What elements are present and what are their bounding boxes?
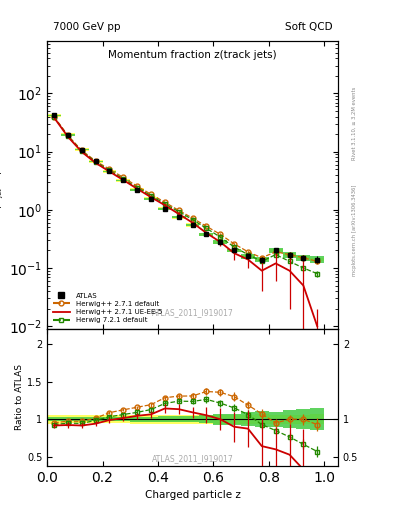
Bar [241, 412, 255, 426]
Bar [75, 148, 89, 151]
Bar [116, 179, 130, 182]
Bar [47, 115, 61, 116]
Bar [144, 415, 158, 423]
Bar [269, 415, 283, 424]
Bar [61, 134, 75, 136]
Bar [75, 149, 89, 151]
Bar [185, 415, 200, 424]
Bar [61, 417, 75, 421]
Bar [200, 415, 213, 424]
Text: Soft QCD: Soft QCD [285, 23, 332, 32]
Bar [255, 257, 269, 262]
Bar [103, 415, 116, 423]
Bar [310, 256, 324, 263]
Bar [283, 253, 296, 256]
Bar [296, 409, 310, 429]
Bar [213, 414, 227, 424]
Bar [310, 258, 324, 261]
Bar [103, 417, 116, 421]
Bar [47, 114, 61, 117]
Bar [269, 248, 283, 253]
Bar [213, 241, 227, 244]
Bar [241, 254, 255, 258]
Text: 7000 GeV pp: 7000 GeV pp [53, 23, 121, 32]
Bar [172, 216, 185, 219]
Bar [283, 252, 296, 258]
Bar [61, 134, 75, 136]
Bar [158, 416, 172, 422]
Bar [227, 414, 241, 425]
Bar [296, 254, 310, 261]
Bar [158, 208, 172, 209]
Bar [47, 415, 61, 424]
Bar [213, 415, 227, 424]
Bar [158, 415, 172, 423]
Legend: ATLAS, Herwig++ 2.7.1 default, Herwig++ 2.7.1 UE-EE-5, Herwig 7.2.1 default: ATLAS, Herwig++ 2.7.1 default, Herwig++ … [51, 291, 164, 325]
Bar [116, 417, 130, 421]
Text: Momentum fraction z(track jets): Momentum fraction z(track jets) [108, 50, 277, 59]
Bar [130, 189, 144, 191]
Bar [269, 249, 283, 252]
Bar [310, 414, 324, 424]
Bar [269, 412, 283, 427]
Bar [172, 416, 185, 422]
Bar [283, 415, 296, 423]
Text: Rivet 3.1.10, ≥ 3.2M events: Rivet 3.1.10, ≥ 3.2M events [352, 86, 357, 160]
Bar [89, 161, 103, 162]
X-axis label: Charged particle z: Charged particle z [145, 490, 241, 500]
Bar [158, 207, 172, 210]
Bar [255, 258, 269, 261]
Bar [61, 415, 75, 423]
Bar [103, 170, 116, 173]
Bar [227, 249, 241, 252]
Bar [130, 415, 144, 423]
Bar [172, 415, 185, 424]
Bar [103, 170, 116, 172]
Bar [89, 415, 103, 423]
Bar [296, 415, 310, 424]
Bar [227, 249, 241, 252]
Bar [75, 415, 89, 423]
Bar [75, 417, 89, 421]
Bar [130, 417, 144, 421]
Bar [241, 254, 255, 259]
Text: ATLAS_2011_I919017: ATLAS_2011_I919017 [152, 308, 233, 317]
Bar [200, 233, 213, 236]
Y-axis label: $1/N_\mathrm{jet}\,dN/dz$: $1/N_\mathrm{jet}\,dN/dz$ [0, 156, 6, 214]
Bar [47, 417, 61, 421]
Bar [227, 415, 241, 424]
Bar [310, 409, 324, 430]
Bar [185, 416, 200, 422]
Bar [144, 197, 158, 200]
Bar [89, 160, 103, 163]
Text: ATLAS_2011_I919017: ATLAS_2011_I919017 [152, 454, 233, 463]
Bar [200, 415, 213, 423]
Text: mcplots.cern.ch [arXiv:1306.3436]: mcplots.cern.ch [arXiv:1306.3436] [352, 185, 357, 276]
Y-axis label: Ratio to ATLAS: Ratio to ATLAS [15, 365, 24, 431]
Bar [213, 240, 227, 244]
Bar [116, 180, 130, 181]
Bar [283, 410, 296, 428]
Bar [255, 414, 269, 424]
Bar [200, 233, 213, 236]
Bar [185, 224, 200, 226]
Bar [296, 257, 310, 259]
Bar [255, 411, 269, 428]
Bar [144, 417, 158, 422]
Bar [116, 415, 130, 423]
Bar [89, 417, 103, 421]
Bar [130, 188, 144, 191]
Bar [144, 198, 158, 200]
Bar [172, 216, 185, 218]
Bar [241, 415, 255, 424]
Bar [185, 223, 200, 226]
